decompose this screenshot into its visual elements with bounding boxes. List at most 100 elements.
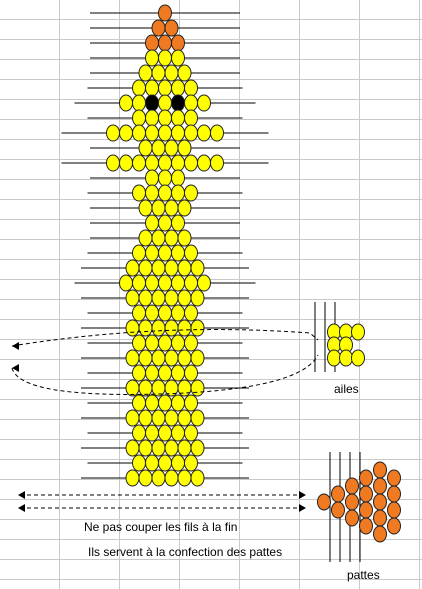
bead <box>106 154 120 172</box>
bead <box>164 439 179 457</box>
bead <box>177 409 192 427</box>
bead <box>132 79 146 97</box>
bead <box>197 124 211 142</box>
eye-bead <box>171 94 185 112</box>
bead <box>138 349 153 367</box>
bead <box>132 94 146 112</box>
bead <box>145 109 159 127</box>
bead <box>171 394 185 412</box>
wing-diagram <box>314 302 365 372</box>
foot-bead <box>373 525 387 543</box>
bead <box>145 244 159 262</box>
bead <box>151 469 166 487</box>
bead <box>177 289 192 307</box>
bead <box>184 94 198 112</box>
bead <box>151 139 166 157</box>
bead <box>184 124 198 142</box>
bead <box>145 124 159 142</box>
bead <box>197 94 211 112</box>
bead <box>145 334 159 352</box>
foot-bead <box>345 493 359 511</box>
bead <box>132 304 146 322</box>
bead <box>190 469 205 487</box>
bead <box>125 409 140 427</box>
bead <box>197 274 211 292</box>
bead <box>158 79 172 97</box>
foot-bead <box>359 469 373 487</box>
bead <box>177 349 192 367</box>
bead <box>164 64 179 82</box>
bead <box>164 289 179 307</box>
bead <box>151 349 166 367</box>
bead <box>145 49 159 67</box>
bead <box>138 64 153 82</box>
bead <box>145 304 159 322</box>
bead <box>184 304 198 322</box>
bead <box>125 439 140 457</box>
bead <box>145 364 159 382</box>
bead <box>158 394 172 412</box>
bead <box>184 394 198 412</box>
wings-label: ailes <box>334 382 359 396</box>
bead <box>158 334 172 352</box>
bead <box>158 184 172 202</box>
bead <box>210 124 224 142</box>
foot-bead <box>373 461 387 479</box>
foot-bead <box>373 477 387 495</box>
bead <box>184 79 198 97</box>
bead <box>164 229 179 247</box>
bead <box>151 199 166 217</box>
bead <box>184 244 198 262</box>
foot-bead <box>359 485 373 503</box>
arrowhead <box>12 342 19 350</box>
bead <box>145 214 159 232</box>
bead <box>158 274 172 292</box>
bead <box>158 154 172 172</box>
bead <box>171 364 185 382</box>
bead <box>132 334 146 352</box>
foot-bead <box>359 517 373 535</box>
foot-bead <box>345 477 359 495</box>
bead <box>184 274 198 292</box>
bead <box>158 34 172 52</box>
bead <box>151 409 166 427</box>
bead <box>138 379 153 397</box>
bead-grid <box>106 4 224 487</box>
wing-bead <box>339 349 353 367</box>
bead <box>125 379 140 397</box>
bead <box>145 184 159 202</box>
bead <box>132 454 146 472</box>
bead <box>158 424 172 442</box>
bead <box>158 4 172 22</box>
bead <box>158 49 172 67</box>
bead <box>171 79 185 97</box>
bead <box>177 139 192 157</box>
bead <box>145 34 159 52</box>
bead <box>138 289 153 307</box>
bead <box>210 154 224 172</box>
foot-bead <box>387 469 401 487</box>
foot-bead <box>345 509 359 527</box>
bead <box>158 304 172 322</box>
bead <box>138 469 153 487</box>
bead <box>190 259 205 277</box>
bead <box>158 124 172 142</box>
foot-bead <box>331 501 345 519</box>
bead <box>132 154 146 172</box>
bead <box>184 364 198 382</box>
foot-bead <box>373 509 387 527</box>
wing-bead <box>327 349 341 367</box>
eye-bead <box>145 94 159 112</box>
bead <box>151 259 166 277</box>
bead <box>132 394 146 412</box>
bead <box>184 454 198 472</box>
bead <box>184 184 198 202</box>
bead <box>145 454 159 472</box>
note-line-2: Ils servent à la confection des pattes <box>88 545 283 559</box>
bead <box>158 244 172 262</box>
bead <box>171 304 185 322</box>
bead <box>138 409 153 427</box>
bead <box>125 289 140 307</box>
bead <box>158 94 172 112</box>
